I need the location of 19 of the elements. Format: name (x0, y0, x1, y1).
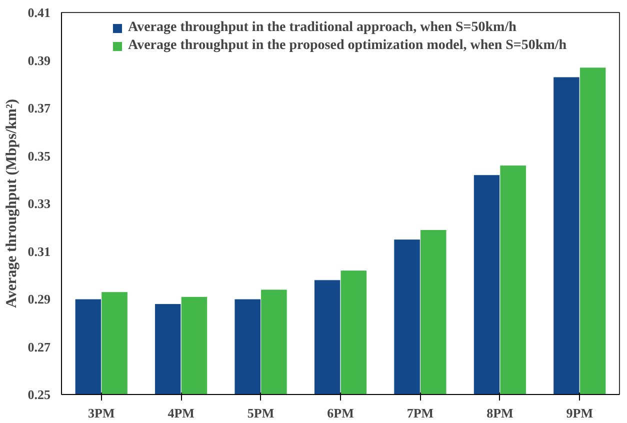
y-tick-label: 0.33 (28, 196, 51, 211)
x-tick-label: 4PM (168, 406, 194, 420)
y-tick-label: 0.27 (28, 339, 51, 354)
y-tick-label: 0.35 (28, 148, 51, 164)
y-tick-label: 0.41 (28, 5, 50, 20)
x-tick-label: 5PM (247, 406, 274, 420)
x-tick-label: 7PM (406, 406, 434, 420)
y-axis-title: Average throughput (Mbps/km²) (4, 99, 20, 308)
x-tick-label: 9PM (566, 406, 594, 420)
legend-label: Average throughput in the traditional approach, when S=50km/h (128, 20, 516, 36)
y-tick-label: 0.25 (28, 387, 51, 402)
x-tick-label: 6PM (327, 406, 354, 420)
legend-label: Average throughput in the proposed optimization model, when S=50km/h (128, 38, 567, 54)
y-tick-label: 0.39 (28, 52, 51, 68)
x-tick-label: 3PM (88, 406, 115, 420)
y-tick-label: 0.31 (28, 244, 50, 259)
y-tick-label: 0.29 (28, 292, 51, 306)
y-tick-label: 0.37 (28, 100, 51, 116)
x-tick-label: 8PM (486, 406, 514, 420)
